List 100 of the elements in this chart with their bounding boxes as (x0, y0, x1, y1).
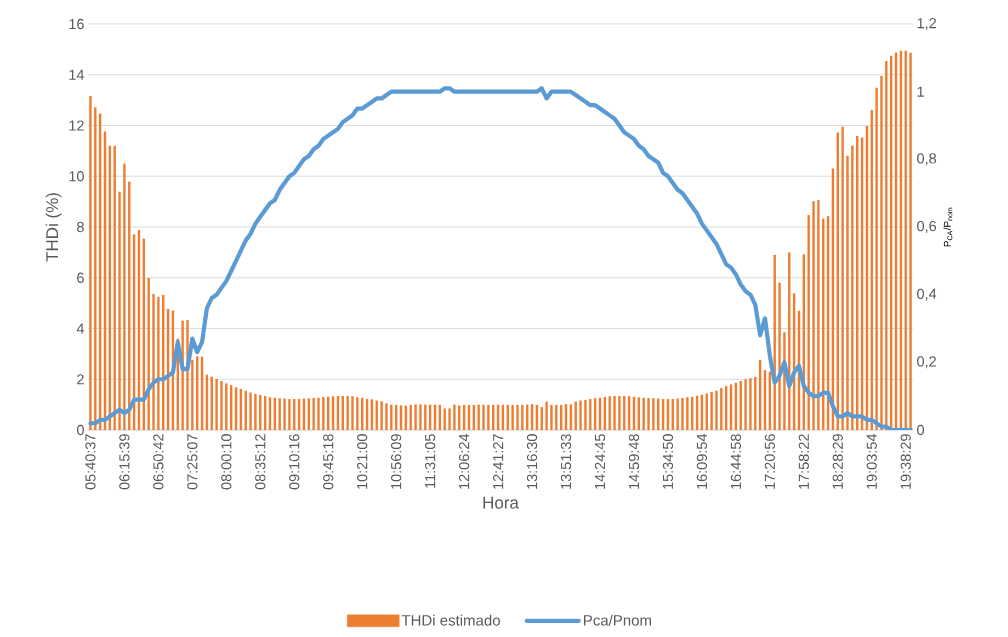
bar (113, 145, 116, 430)
bar (618, 396, 621, 430)
bar (744, 379, 747, 430)
bar (909, 52, 912, 430)
x-tick-label: 16:44:58 (730, 434, 742, 489)
y-tick-label: 4 (76, 323, 85, 334)
bar (191, 359, 194, 430)
x-tick-label: 19:03:54 (866, 433, 877, 489)
y2-axis-title: P$_{CA}$/P$_{nom}$ (943, 207, 953, 247)
x-tick-label: 13:51:33 (560, 434, 572, 489)
y-tick-label: 14 (69, 69, 85, 80)
bar (380, 401, 383, 430)
bar (225, 383, 228, 430)
legend-label: THDi estimado (401, 614, 500, 626)
x-tick-label: 05:40:37 (85, 434, 96, 490)
y2-tick-label: 0,8 (917, 153, 937, 166)
x-tick-label: 14:24:45 (594, 434, 606, 489)
bar (720, 388, 723, 430)
bar (613, 396, 616, 430)
y2-tick-label: 0,6 (917, 221, 937, 233)
x-tick-label: 18:28:29 (832, 434, 843, 489)
bar (841, 126, 844, 430)
bar (807, 215, 810, 430)
y2-tick-label: 1 (917, 86, 924, 97)
bar (846, 155, 849, 430)
bar (89, 96, 92, 430)
bar (584, 400, 587, 430)
bar (715, 390, 718, 430)
bar (448, 408, 451, 430)
x-tick-label: 06:50:42 (153, 434, 164, 490)
bar (511, 404, 514, 430)
y2-tick-label: 1,2 (917, 18, 936, 30)
bar (482, 404, 485, 430)
bar (356, 397, 359, 430)
x-tick-label: 12:41:27 (493, 434, 504, 489)
x-tick-label: 16:09:54 (696, 433, 708, 489)
bar (453, 404, 456, 430)
bar (283, 398, 286, 430)
bar (487, 404, 490, 430)
bar (152, 293, 155, 430)
x-tick-label: 10:56:09 (391, 434, 402, 489)
bar (215, 378, 218, 430)
y2-tick-label: 0,2 (917, 356, 936, 369)
x-tick-label: 10:21:00 (357, 434, 368, 489)
y-tick-label: 0 (76, 424, 84, 436)
bar (477, 404, 480, 430)
bar (220, 381, 223, 430)
bar (288, 399, 291, 430)
bar (550, 404, 553, 430)
y-tick-label: 6 (77, 272, 84, 283)
bar (778, 282, 781, 430)
bar (249, 392, 252, 430)
y-tick-label: 8 (77, 221, 84, 233)
bar (647, 398, 650, 430)
x-tick-label: 17:20:56 (764, 434, 775, 489)
bar (443, 408, 446, 430)
bar (123, 163, 126, 430)
bar (851, 145, 854, 430)
bar (147, 278, 150, 430)
x-tick-label: 14:59:48 (628, 434, 640, 489)
bar (710, 391, 713, 430)
bar (118, 191, 121, 430)
bar (686, 397, 689, 430)
bar (516, 404, 519, 430)
bar (555, 404, 558, 430)
bar (346, 396, 349, 430)
x-tick-label: 19:38:29 (900, 434, 911, 489)
bar (385, 403, 388, 430)
x-tick-label: 15:34:50 (662, 434, 674, 489)
y-tick-label: 16 (69, 18, 84, 30)
x-tick-label: 08:35:12 (255, 434, 266, 490)
bar (642, 397, 645, 430)
bar (278, 398, 281, 430)
y2-tick-label: 0 (917, 424, 925, 436)
bar (817, 200, 820, 430)
x-tick-label: 09:10:16 (289, 434, 300, 490)
bar (414, 404, 417, 430)
x-tick-label: 17:58:22 (798, 434, 809, 489)
bar (254, 393, 257, 430)
x-tick-label: 08:00:10 (221, 434, 232, 490)
bar (351, 396, 354, 430)
bar (157, 296, 160, 430)
y2-tick-label: 0,4 (917, 288, 937, 301)
legend-label: Pca/Pnom (584, 614, 651, 626)
x-tick-label: 13:16:30 (526, 434, 538, 489)
y-tick-label: 2 (77, 374, 84, 385)
bar (880, 76, 883, 430)
x-axis-title: Hora (483, 496, 519, 509)
y-axis-title: THDi (%) (45, 193, 62, 262)
bar (885, 61, 888, 430)
x-tick-label: 09:45:18 (323, 434, 334, 490)
bar (317, 397, 320, 430)
bar (681, 398, 684, 430)
x-tick-label: 12:06:24 (458, 433, 470, 489)
bar (419, 404, 422, 430)
x-tick-label: 11:31:05 (425, 434, 436, 488)
y-tick-label: 10 (69, 171, 84, 182)
bar (521, 404, 524, 430)
bar (390, 404, 393, 430)
bar (312, 398, 315, 430)
